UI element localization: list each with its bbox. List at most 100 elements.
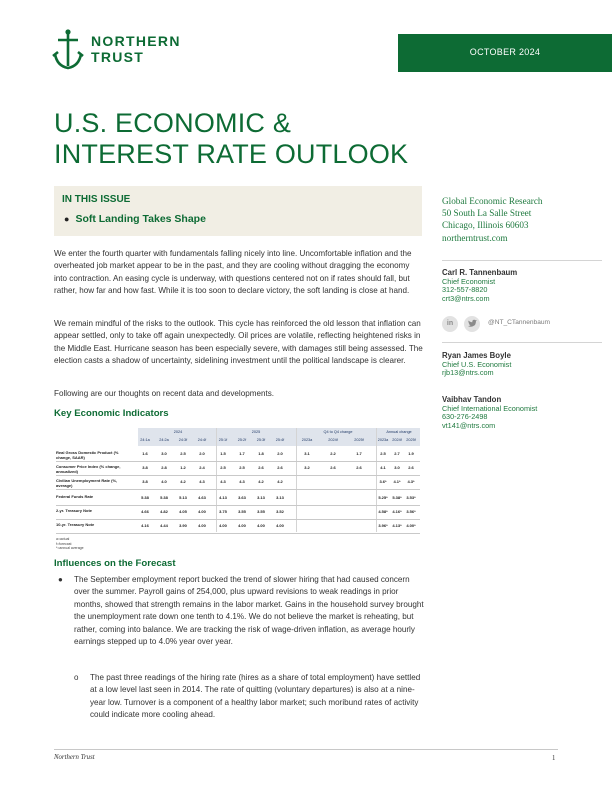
sidebar-divider — [442, 260, 602, 261]
bird-icon — [468, 319, 477, 327]
column-separator — [216, 428, 217, 532]
org-address-block: Global Economic Research 50 South La Sal… — [442, 195, 602, 244]
table-cell: 3.55 — [257, 509, 265, 514]
bullet-icon: ● — [64, 214, 70, 224]
row-divider — [56, 519, 420, 520]
table-cell: 4.3 — [199, 479, 205, 484]
column-header: 25:4f — [275, 438, 285, 442]
issue-date: OCTOBER 2024 — [469, 47, 541, 57]
column-header: 2025f — [406, 438, 416, 442]
row-divider — [56, 505, 420, 506]
org-website-link[interactable]: northerntrust.com — [442, 232, 508, 243]
contact-email-link[interactable]: rjb13@ntrs.com — [442, 368, 494, 378]
table-cell: 1.9 — [408, 451, 414, 456]
table-cell: 1.7 — [356, 451, 362, 456]
table-cell: 3.52 — [276, 509, 284, 514]
contact-card: Vaibhav Tandon Chief International Econo… — [442, 395, 602, 430]
table-cell: 4.16 — [141, 523, 149, 528]
table-note: f=forecast — [56, 541, 72, 546]
contact-title: Chief International Economist — [442, 403, 538, 413]
sidebar-divider — [442, 342, 602, 343]
table-cell: 3.8 — [142, 465, 148, 470]
row-label: Consumer Price Index (% change, annualiz… — [56, 464, 121, 474]
row-divider — [56, 461, 420, 462]
column-header: 24:4f — [197, 438, 207, 442]
table-note: a=actual — [56, 537, 70, 541]
title-line-2: INTEREST RATE OUTLOOK — [54, 139, 409, 169]
row-label: 10-yr. Treasury Note — [56, 522, 95, 527]
twitter-icon[interactable] — [464, 316, 480, 332]
table-cell: 5.13 — [179, 495, 187, 500]
sub-list-item-text: The past three readings of the hiring ra… — [90, 673, 421, 720]
logo-wordmark: NORTHERN TRUST — [91, 33, 181, 65]
table-cell: 5.38 — [160, 495, 168, 500]
contact-title: Chief U.S. Economist — [442, 359, 512, 369]
table-cell: 4.44 — [160, 523, 168, 528]
logo-line-1: NORTHERN — [91, 33, 181, 49]
row-label: 2-yr. Treasury Note — [56, 508, 93, 513]
column-header: 24:1a — [140, 438, 150, 442]
row-divider — [56, 475, 420, 476]
column-header: 24:3f — [178, 438, 188, 442]
in-this-issue-box: IN THIS ISSUE ● Soft Landing Takes Shape — [54, 186, 422, 236]
table-cell: 4.00 — [198, 523, 206, 528]
table-cell: 4.00 — [257, 523, 265, 528]
table-cell: 4.1* — [393, 479, 401, 484]
table-cell: 4.13 — [219, 495, 227, 500]
table-cell: 2.6 — [258, 465, 264, 470]
linkedin-icon[interactable]: in — [442, 316, 458, 332]
contact-name: Ryan James Boyle — [442, 351, 511, 360]
contact-phone[interactable]: 312-557-8820 — [442, 285, 488, 295]
table-cell: 1.2 — [180, 465, 186, 470]
contact-phone[interactable]: 630-276-2498 — [442, 412, 488, 422]
table-cell: 4.13* — [392, 523, 402, 528]
table-cell: 4.63 — [198, 495, 206, 500]
table-cell: 4.00 — [238, 523, 246, 528]
table-cell: 2.0 — [277, 451, 283, 456]
key-indicators-table: 2024 2025 Q4 to Q4 change Annual change 24:1… — [56, 424, 420, 536]
table-cell: 2.6 — [330, 465, 336, 470]
influences-heading: Influences on the Forecast — [54, 558, 176, 569]
table-cell: 4.3* — [407, 479, 415, 484]
table-cell: 5.38 — [141, 495, 149, 500]
in-this-issue-heading: IN THIS ISSUE — [62, 194, 131, 205]
in-this-issue-item[interactable]: ● Soft Landing Takes Shape — [64, 213, 206, 225]
group-header: 2025 — [251, 430, 261, 434]
table-cell: 3.6* — [379, 479, 387, 484]
circle-bullet-icon: o — [74, 673, 79, 682]
key-indicators-heading: Key Economic Indicators — [54, 408, 169, 419]
table-cell: 3.55 — [238, 509, 246, 514]
table-cell: 1.6 — [142, 451, 148, 456]
table-cell: 3.56* — [406, 509, 416, 514]
table-cell: 4.16* — [392, 509, 402, 514]
table-cell: 3.75 — [219, 509, 227, 514]
table-cell: 4.58* — [378, 509, 388, 514]
title-line-1: U.S. ECONOMIC & — [54, 108, 292, 138]
table-cell: 4.66 — [141, 509, 149, 514]
column-header: 2023a — [301, 438, 313, 442]
table-cell: 2.7 — [394, 451, 400, 456]
contact-email-link[interactable]: vt141@ntrs.com — [442, 420, 496, 430]
logo-line-2: TRUST — [91, 49, 145, 65]
table-cell: 2.0 — [199, 451, 205, 456]
table-cell: 4.05 — [179, 509, 187, 514]
table-cell: 3.63 — [238, 495, 246, 500]
contact-title: Chief Economist — [442, 276, 496, 286]
group-header: 2024 — [173, 430, 183, 434]
column-header: 24:2a — [159, 438, 169, 442]
table-cell: 4.3 — [220, 479, 226, 484]
column-header: 2024f — [328, 438, 338, 442]
northern-trust-logo[interactable]: NORTHERN TRUST — [52, 28, 192, 72]
table-cell: 1.7 — [239, 451, 245, 456]
table-cell: 4.2 — [180, 479, 186, 484]
table-cell: 5.38* — [392, 495, 402, 500]
table-cell: 3.90 — [179, 523, 187, 528]
column-header: 2025f — [354, 438, 364, 442]
contact-email-link[interactable]: crt3@ntrs.com — [442, 293, 490, 303]
table-cell: 2.6 — [356, 465, 362, 470]
org-name: Global Economic Research — [442, 196, 543, 206]
table-cell: 3.13 — [276, 495, 284, 500]
social-handle[interactable]: @NT_CTannenbaum — [488, 319, 551, 326]
column-separator — [296, 428, 297, 532]
table-cell: 2.5 — [380, 451, 386, 456]
